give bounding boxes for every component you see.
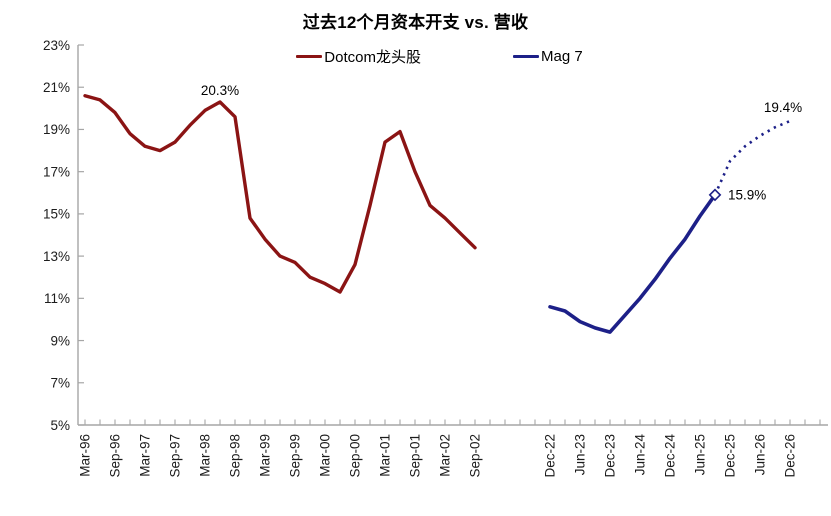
y-axis-label: 7% bbox=[50, 376, 70, 391]
x-axis-label: Jun-23 bbox=[573, 434, 588, 475]
x-axis-label: Dec-25 bbox=[723, 434, 738, 478]
x-axis-label: Mar-98 bbox=[198, 434, 213, 477]
x-axis-label: Mar-99 bbox=[258, 434, 273, 477]
y-axis-label: 19% bbox=[43, 122, 70, 137]
mag7-forecast-line bbox=[713, 119, 791, 196]
x-axis-label: Mar-01 bbox=[378, 434, 393, 477]
annotation-mag7-last-actual: 15.9% bbox=[728, 187, 766, 202]
legend-line-dotcom-icon bbox=[296, 54, 323, 59]
y-axis-label: 5% bbox=[50, 418, 70, 433]
y-axis-label: 9% bbox=[50, 333, 70, 348]
x-axis-label: Dec-26 bbox=[783, 434, 798, 478]
mag7-line bbox=[548, 193, 717, 334]
annotation-mag7-forecast-end: 19.4% bbox=[764, 100, 802, 115]
y-axis-label: 13% bbox=[43, 249, 70, 264]
dotcom-line bbox=[83, 93, 477, 294]
x-axis-label: Dec-22 bbox=[543, 434, 558, 478]
y-axis-label: 15% bbox=[43, 207, 70, 222]
x-axis-label: Sep-01 bbox=[408, 434, 423, 478]
x-axis-label: Sep-96 bbox=[108, 434, 123, 478]
y-axis-label: 21% bbox=[43, 80, 70, 95]
x-axis-label: Sep-97 bbox=[168, 434, 183, 478]
x-axis-label: Sep-98 bbox=[228, 434, 243, 478]
legend-item-dotcom: Dotcom龙头股 bbox=[296, 46, 421, 67]
annotation-dotcom-peak: 20.3% bbox=[201, 83, 239, 98]
last-actual-diamond-marker bbox=[708, 188, 722, 202]
legend-label-dotcom: Dotcom龙头股 bbox=[324, 49, 421, 66]
x-axis-label: Dec-23 bbox=[603, 434, 618, 478]
x-axis-label: Sep-02 bbox=[468, 434, 483, 478]
axes: 5% 7% 9% 11% 13% 15% 17% 19% 21% 23% Mar-96 Sep-96 M… bbox=[43, 38, 828, 478]
x-axis-label: Mar-02 bbox=[438, 434, 453, 477]
x-axis-label: Jun-24 bbox=[633, 434, 648, 476]
legend-label-mag7: Mag 7 bbox=[540, 48, 583, 65]
x-axis-label: Sep-00 bbox=[348, 434, 363, 478]
x-axis-label: Mar-00 bbox=[318, 434, 333, 477]
legend-item-mag7: Mag 7 bbox=[512, 48, 583, 65]
y-axis-label: 11% bbox=[44, 291, 70, 306]
x-axis-label: Jun-25 bbox=[693, 434, 708, 475]
legend-line-mag7-icon bbox=[512, 54, 539, 59]
x-axis-label: Dec-24 bbox=[663, 434, 678, 478]
y-axis-label: 17% bbox=[43, 164, 70, 179]
x-axis-label: Mar-97 bbox=[138, 434, 153, 477]
y-axis-label: 23% bbox=[43, 38, 70, 53]
x-axis-label: Jun-26 bbox=[753, 434, 768, 475]
chart-title: 过去12个月资本开支 vs. 营收 bbox=[302, 13, 529, 32]
legend: Dotcom龙头股 Mag 7 bbox=[24, 46, 831, 67]
x-axis-label: Sep-99 bbox=[288, 434, 303, 478]
x-axis-label: Mar-96 bbox=[78, 434, 93, 477]
